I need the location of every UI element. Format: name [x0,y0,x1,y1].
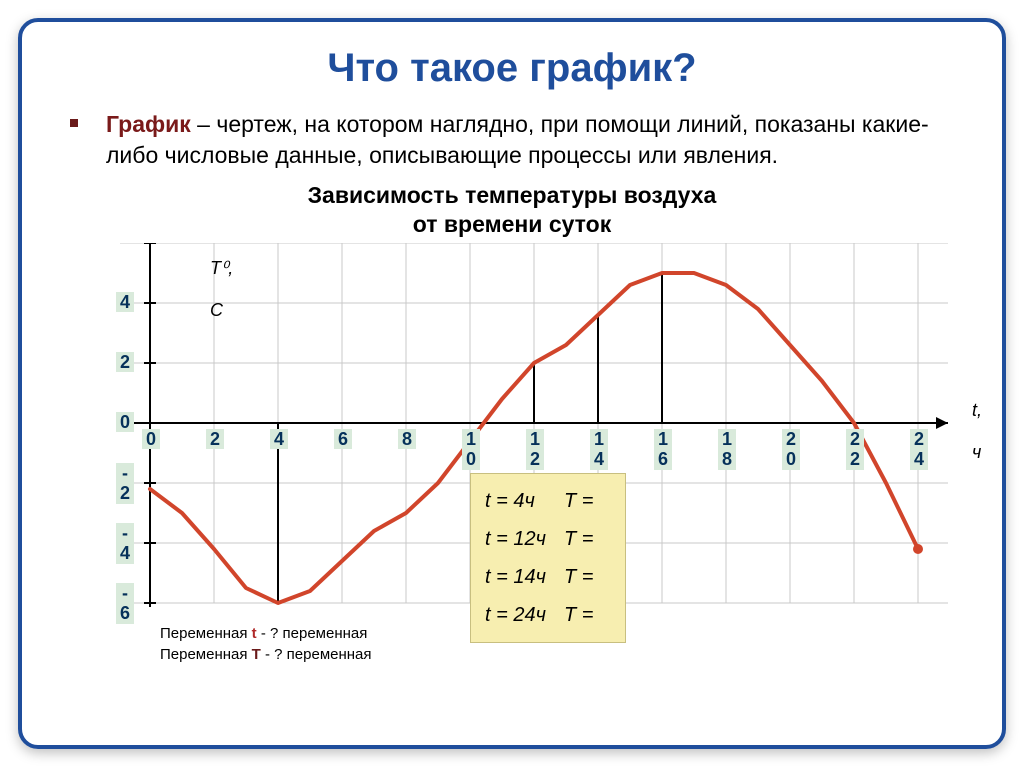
tick-label: - 6 [116,583,134,624]
slide-card: Что такое график? График – чертеж, на ко… [18,18,1006,749]
tick-label: 6 [334,429,352,450]
chart-wrap: Зависимость температуры воздуха от време… [60,181,964,613]
info-table: t = 4чT = t = 12чT = t = 14чT = t = 24чT… [485,482,611,634]
bullet-icon [70,119,78,127]
chart-title: Зависимость температуры воздуха от време… [60,181,964,239]
tick-label: 4 [270,429,288,450]
definition-text: График – чертеж, на котором наглядно, пр… [106,109,954,171]
tick-label: 1 0 [462,429,480,470]
tick-label: 1 6 [654,429,672,470]
definition-term: График [106,111,191,137]
tick-label: - 4 [116,523,134,564]
info-row: t = 12чT = [485,520,611,558]
tick-label: 2 4 [910,429,928,470]
tick-label: 4 [116,292,134,313]
info-box: t = 4чT = t = 12чT = t = 14чT = t = 24чT… [470,473,626,643]
slide-title: Что такое график? [50,46,974,91]
y-axis-label: T⁰, C [160,237,233,342]
definition-body: чертеж, на котором наглядно, при помощи … [106,111,929,168]
x-axis-label: t, ч [922,379,982,484]
tick-label: 2 0 [782,429,800,470]
legend: Переменная t - ? переменная Переменная T… [160,623,372,665]
info-row: t = 14чT = [485,558,611,596]
definition-row: График – чертеж, на котором наглядно, пр… [70,109,954,171]
chart-area: T⁰, C t, ч t = 4чT = t = 12чT = t = 14чT… [60,243,970,613]
tick-label: - 2 [116,463,134,504]
tick-label: 1 8 [718,429,736,470]
tick-label: 1 2 [526,429,544,470]
definition-sep: – [191,111,217,137]
tick-label: 2 [206,429,224,450]
info-row: t = 24чT = [485,596,611,634]
tick-label: 2 [116,352,134,373]
tick-label: 1 4 [590,429,608,470]
tick-label: 2 2 [846,429,864,470]
tick-label: 0 [116,412,134,433]
tick-label: 0 [142,429,160,450]
info-row: t = 4чT = [485,482,611,520]
tick-label: 8 [398,429,416,450]
chart-title-l2: от времени суток [413,211,611,237]
chart-title-l1: Зависимость температуры воздуха [308,182,717,208]
